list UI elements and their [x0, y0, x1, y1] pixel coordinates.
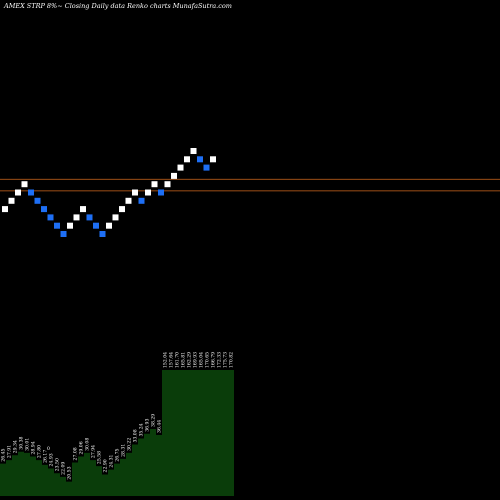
up-brick	[125, 197, 132, 204]
volume-label: 20.53	[67, 466, 73, 479]
up-brick	[67, 222, 73, 229]
down-brick	[60, 231, 67, 237]
up-brick	[184, 156, 190, 163]
up-brick	[112, 214, 119, 221]
volume-label: 27.91	[7, 445, 13, 458]
volume-label: 26.45	[1, 448, 7, 461]
volume-label: 26.75	[115, 448, 121, 461]
volume-extra-label: 0	[47, 446, 50, 452]
up-brick	[8, 197, 15, 204]
down-brick	[203, 164, 210, 171]
volume-labels: 26.45 27.91 29.34 30.38 30.01 28.94 27.80 26.17…	[1, 352, 235, 480]
volume-label: 25.58	[97, 451, 103, 464]
volume-label: 152.04	[163, 352, 169, 368]
volume-label: 170.65	[205, 352, 211, 368]
volume-label: 30.01	[25, 438, 31, 451]
down-brick	[158, 189, 164, 196]
down-brick	[28, 189, 34, 196]
volume-label: 33.08	[133, 429, 139, 442]
up-brick	[21, 181, 28, 188]
up-brick	[164, 181, 171, 188]
volume-label: 169.93	[193, 352, 199, 368]
volume-label: 26.17	[43, 450, 49, 463]
up-brick	[210, 156, 216, 163]
volume-label: 29.06	[79, 441, 85, 454]
reference-lines	[0, 178, 500, 192]
volume-label: 36.44	[157, 420, 163, 433]
volume-label: 30.08	[85, 438, 91, 451]
volume-label: 29.34	[13, 440, 19, 453]
up-brick	[151, 181, 158, 188]
volume-label: 22.90	[103, 459, 109, 472]
down-brick	[41, 206, 47, 213]
volume-label: 38.29	[151, 414, 157, 427]
volume-label: 161.70	[175, 352, 181, 368]
volume-label: 172.33	[217, 352, 223, 368]
up-brick	[119, 206, 125, 213]
down-brick	[197, 156, 203, 163]
down-brick	[86, 214, 93, 221]
volume-label: 157.64	[169, 352, 175, 368]
up-brick	[80, 206, 86, 213]
up-brick	[171, 172, 177, 179]
up-brick	[15, 189, 21, 196]
down-brick	[34, 197, 41, 204]
down-brick	[99, 231, 106, 237]
volume-label: 166.79	[211, 352, 217, 368]
up-brick	[177, 164, 184, 171]
volume-label: 35.24	[139, 423, 145, 436]
volume-label: 30.22	[127, 438, 133, 451]
down-brick	[54, 222, 60, 229]
volume-label: 27.94	[91, 445, 97, 458]
volume-label: 165.81	[181, 352, 187, 368]
volume-label: 24.93	[49, 453, 55, 466]
volume-fill	[0, 370, 234, 496]
down-brick	[138, 197, 145, 204]
volume-label: 165.04	[199, 352, 205, 368]
down-brick	[47, 214, 54, 221]
volume-label: 36.93	[145, 419, 151, 432]
volume-label: 22.09	[61, 462, 67, 475]
up-brick	[190, 148, 197, 154]
up-brick	[132, 189, 138, 196]
renko-bricks	[2, 148, 216, 237]
volume-label: 23.50	[55, 458, 61, 471]
up-brick	[145, 189, 151, 196]
chart-title: AMEX STRP 8%~ Closing Daily data Renko c…	[4, 2, 232, 10]
up-brick	[73, 214, 80, 221]
volume-label: 27.08	[73, 447, 79, 460]
volume-label: 175.73	[223, 352, 229, 368]
volume-label: 24.31	[109, 454, 115, 467]
volume-label: 162.29	[187, 352, 193, 368]
volume-area	[0, 370, 234, 496]
up-brick	[106, 222, 112, 229]
volume-label: 28.94	[31, 441, 37, 454]
volume-label: 28.31	[121, 444, 127, 457]
down-brick	[93, 222, 99, 229]
volume-label: 27.80	[37, 445, 43, 458]
up-brick	[2, 206, 8, 213]
volume-label: 170.82	[229, 352, 235, 368]
volume-label: 30.38	[19, 436, 25, 449]
